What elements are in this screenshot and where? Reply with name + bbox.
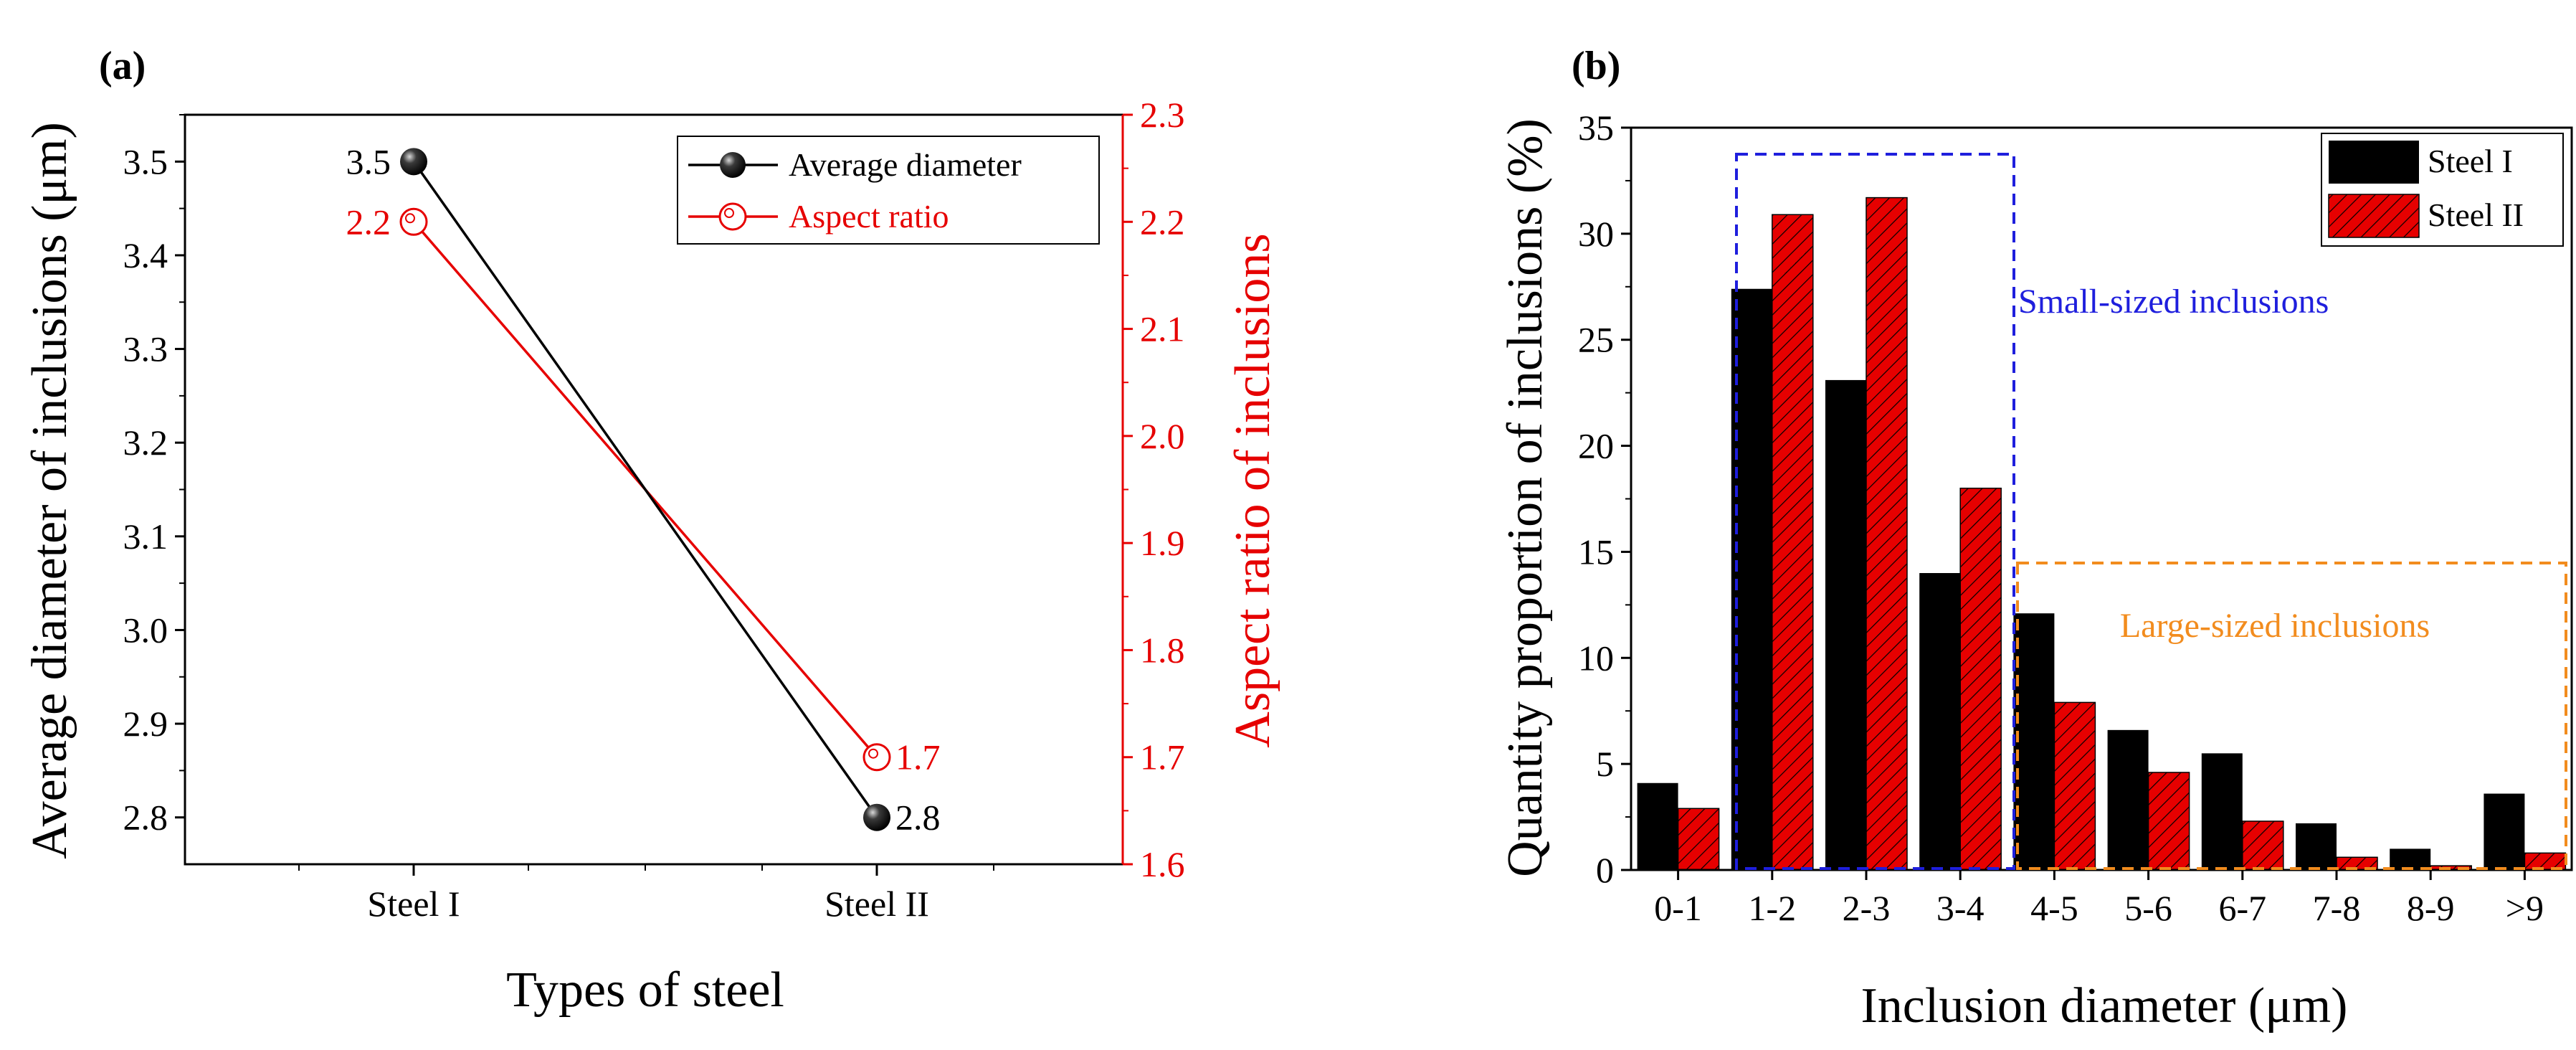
legend-marker-average-diameter [720, 152, 746, 178]
average-diameter-point [400, 148, 427, 176]
legend-swatch-steel-ii [2328, 194, 2420, 238]
right-tick-label: 2.3 [1140, 95, 1185, 135]
left-tick-label: 3.0 [123, 610, 168, 650]
y-axis-ticks: 0 5 10 15 20 25 30 35 [1578, 108, 1631, 890]
y-tick-label: 15 [1578, 531, 1614, 572]
right-axis-ticks: 1.6 1.7 1.8 1.9 2.0 2.1 2.2 2.3 [1121, 95, 1185, 884]
y-axis-label: Quantity proportion of inclusions (%) [1498, 118, 1553, 877]
bar-steel-ii [2242, 820, 2284, 871]
legend-a: Average diameter Aspect ratio [677, 136, 1100, 245]
x-tick-label: 7-8 [2313, 888, 2361, 928]
average-diameter-data-label: 3.5 [346, 141, 391, 181]
right-tick-label: 1.9 [1140, 523, 1185, 563]
bar-steel-ii [2147, 772, 2190, 871]
x-axis-label: Inclusion diameter (μm) [1861, 978, 2348, 1034]
bar-steel-i [2390, 848, 2431, 870]
legend-a-frame [677, 136, 1100, 245]
legend-label-average-diameter: Average diameter [789, 146, 1022, 183]
left-axis-ticks: 2.8 2.9 3.0 3.1 3.2 3.3 3.4 3.5 [123, 114, 185, 838]
left-tick-label: 2.9 [123, 704, 168, 744]
legend-marker-aspect-ratio-inner [724, 208, 734, 218]
x-tick-label: 8-9 [2407, 888, 2455, 928]
bar-steel-i [2296, 823, 2337, 870]
small-sized-annotation: Small-sized inclusions [2018, 283, 2329, 321]
left-tick-label: 3.1 [123, 516, 168, 557]
aspect-ratio-point [399, 207, 428, 236]
y-tick-label: 25 [1578, 320, 1614, 360]
bar-steel-ii [1677, 808, 1720, 871]
x-tick-label: 0-1 [1654, 888, 1702, 928]
y-tick-label: 5 [1596, 744, 1614, 784]
right-tick-label: 2.0 [1140, 416, 1185, 456]
bar-steel-ii [2053, 701, 2096, 871]
x-tick-label: >9 [2506, 888, 2544, 928]
average-diameter-data-label: 2.8 [895, 798, 941, 838]
average-diameter-line [412, 161, 878, 818]
bar-steel-i [1637, 782, 1678, 870]
x-tick-label: 2-3 [1843, 888, 1891, 928]
series-layer: 3.5 2.8 2.2 1.7 [346, 141, 941, 837]
right-tick-label: 2.1 [1140, 309, 1185, 349]
panel-b: (b) 0 5 10 15 20 25 30 35 0-1 1-2 2-3 3-4 4-5 5-6 6-7… [1498, 44, 2573, 1034]
aspect-ratio-data-label: 1.7 [895, 737, 941, 777]
x-tick-label: 6-7 [2218, 888, 2266, 928]
y-tick-label: 20 [1578, 426, 1614, 466]
bar-steel-i [1825, 379, 1866, 870]
x-tick-label: 1-2 [1748, 888, 1796, 928]
legend-label-steel-i: Steel I [2428, 143, 2513, 179]
y-tick-label: 35 [1578, 108, 1614, 148]
x-axis-ticks: Steel I Steel II [298, 864, 994, 924]
legend-marker-aspect-ratio [718, 202, 747, 231]
left-tick-label: 2.8 [123, 798, 168, 838]
bar-steel-ii [1959, 487, 2002, 871]
legend-label-aspect-ratio: Aspect ratio [789, 198, 949, 235]
aspect-ratio-point [862, 743, 891, 772]
bar-steel-i [1731, 288, 1772, 870]
x-tick-label: 5-6 [2124, 888, 2172, 928]
right-tick-label: 1.8 [1140, 630, 1185, 670]
aspect-ratio-data-label: 2.2 [346, 202, 391, 242]
panel-a: (a) 2.82.93.03.13.23.33.43.5 1.61.71.81.… [22, 44, 1280, 1018]
x-tick-label: Steel I [367, 884, 460, 924]
left-tick-label: 3.3 [123, 329, 168, 369]
bar-steel-ii [1772, 214, 1814, 871]
large-sized-annotation: Large-sized inclusions [2120, 607, 2430, 645]
bar-steel-i [1919, 573, 1961, 870]
left-tick-label: 3.4 [123, 235, 168, 275]
panel-b-label: (b) [1572, 44, 1620, 88]
bars-layer [1637, 197, 2567, 871]
legend-b: Steel I Steel II [2321, 133, 2564, 247]
aspect-ratio-point-highlight [405, 213, 415, 224]
legend-label-steel-ii: Steel II [2428, 197, 2524, 233]
bar-steel-i [2013, 613, 2055, 870]
y-tick-label: 0 [1596, 850, 1614, 890]
y-tick-label: 30 [1578, 214, 1614, 254]
left-tick-label: 3.5 [123, 141, 168, 181]
aspect-ratio-point-highlight [868, 748, 878, 759]
y-axis-label-right: Aspect ratio of inclusions [1225, 233, 1280, 747]
bar-steel-i [2201, 753, 2243, 870]
right-tick-label: 1.6 [1140, 844, 1185, 884]
y-axis-label-left: Average diameter of inclusions (μm) [22, 122, 77, 859]
x-tick-label: 4-5 [2030, 888, 2078, 928]
right-tick-label: 1.7 [1140, 737, 1185, 777]
x-axis-label: Types of steel [506, 962, 784, 1018]
average-diameter-point [863, 803, 890, 831]
y-tick-label: 10 [1578, 638, 1614, 678]
left-tick-label: 3.2 [123, 422, 168, 463]
x-tick-label: Steel II [824, 884, 929, 924]
bar-steel-ii [1866, 197, 1908, 871]
large-sized-region-box [2016, 562, 2567, 870]
x-axis-ticks: 0-1 1-2 2-3 3-4 4-5 5-6 6-7 7-8 8-9 >9 [1654, 870, 2544, 928]
bar-steel-i [2484, 793, 2525, 870]
bar-steel-i [2107, 729, 2149, 870]
right-tick-label: 2.2 [1140, 202, 1185, 242]
legend-swatch-steel-i [2329, 141, 2419, 184]
panel-a-label: (a) [99, 44, 146, 88]
x-tick-label: 3-4 [1936, 888, 1985, 928]
small-sized-region-box [1735, 153, 2015, 870]
